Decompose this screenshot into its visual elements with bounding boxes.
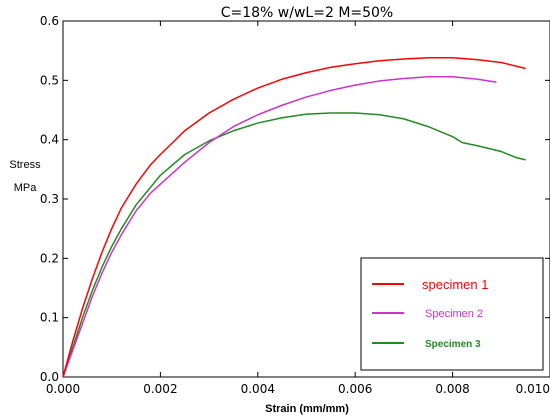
chart-title: C=18% w/wL=2 M=50% [221, 5, 394, 21]
y-tick-label: 0.6 [40, 14, 59, 28]
y-tick-label: 0.5 [40, 73, 59, 87]
y-axis-title-line1: Stress [9, 159, 41, 171]
series-line-specimen-1 [62, 57, 526, 378]
x-tick-label: 0.010 [516, 382, 550, 396]
y-tick-label: 0.3 [40, 192, 59, 206]
y-axis: 0.0 0.1 0.2 0.3 0.4 0.5 0.6 [40, 14, 550, 384]
legend-label-specimen-2: Specimen 2 [425, 308, 483, 320]
x-tick-label: 0.000 [46, 382, 80, 396]
x-tick-label: 0.004 [241, 382, 275, 396]
y-tick-label: 0.2 [40, 251, 59, 265]
x-tick-label: 0.008 [435, 382, 469, 396]
x-axis-title: Strain (mm/mm) [265, 403, 349, 415]
y-tick-label: 0.4 [40, 133, 59, 147]
series-line-specimen-3 [62, 112, 526, 378]
x-tick-label: 0.002 [143, 382, 177, 396]
y-axis-title-line2: MPa [14, 182, 38, 194]
y-tick-label: 0.0 [40, 370, 59, 384]
series-layer [62, 57, 526, 378]
y-tick-label: 0.1 [40, 311, 59, 325]
x-axis: 0.000 0.002 0.004 0.006 0.008 0.010 [46, 21, 550, 396]
legend: specimen 1 Specimen 2 Specimen 3 [360, 257, 544, 371]
x-tick-label: 0.006 [338, 382, 372, 396]
series-line-specimen-2 [62, 76, 497, 378]
legend-label-specimen-1: specimen 1 [422, 277, 488, 292]
legend-label-specimen-3: Specimen 3 [425, 339, 481, 350]
